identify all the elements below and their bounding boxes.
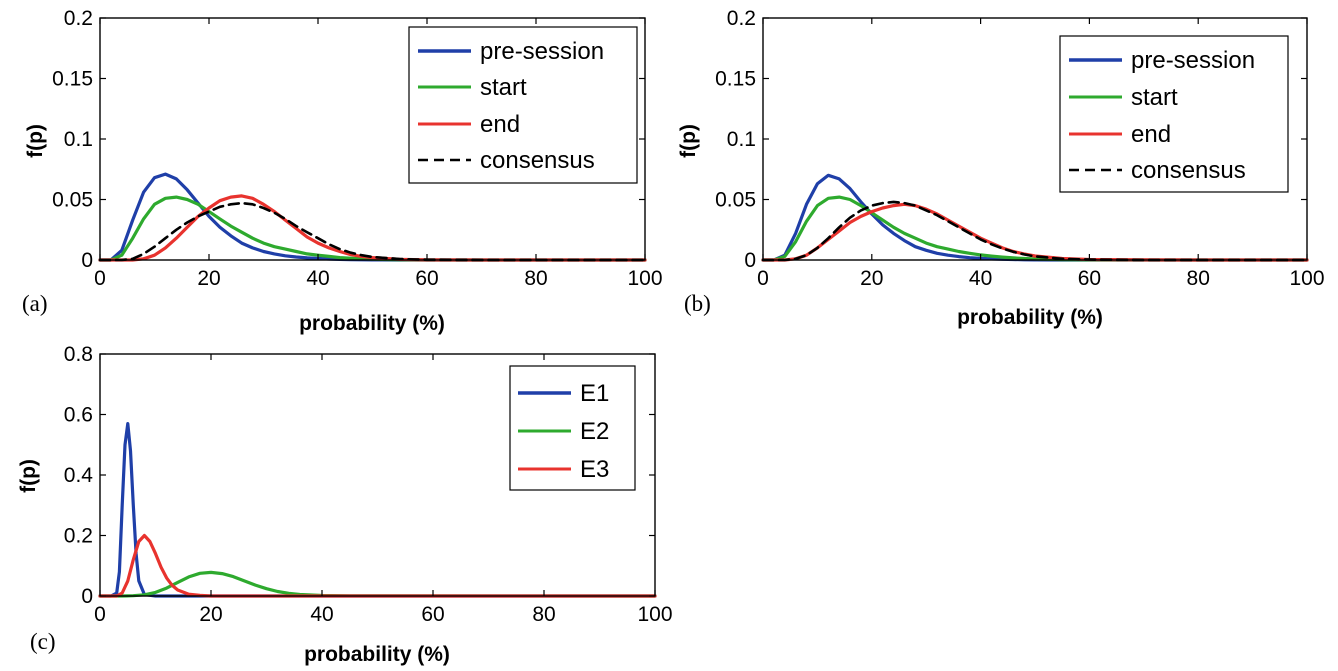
panel-c-legend: E1 E2 E3 xyxy=(509,365,636,491)
panel-a-legend-label-start: start xyxy=(480,74,527,101)
panel-b-ytick-label: 0.05 xyxy=(715,189,756,212)
panel-c-series xyxy=(98,422,657,598)
panel-c-xtick-label: 100 xyxy=(637,603,672,626)
panel-a-xtick-label: 80 xyxy=(524,267,547,290)
panel-c-series-line-e2 xyxy=(98,570,657,598)
panel-a-legend-label-consensus: consensus xyxy=(480,147,595,174)
panel-c-ylabel: f(p) xyxy=(17,459,40,493)
panel-c-ytick-label: 0.4 xyxy=(64,464,94,487)
panel-a-chart: 0 20 40 60 80 100 0 0.05 0.1 0.15 0.2 probability … xyxy=(22,7,663,335)
panel-c-xtick-label: 40 xyxy=(310,603,333,626)
panel-b-xlabel: probability (%) xyxy=(957,306,1103,329)
panel-c-ytick-label: 0 xyxy=(81,585,93,608)
panel-a-xtick-label: 20 xyxy=(197,267,220,290)
panel-a-xtick-label: 60 xyxy=(415,267,438,290)
panel-c-xtick-label: 0 xyxy=(94,603,106,626)
panel-c-xtick-label: 80 xyxy=(532,603,555,626)
panel-c-legend-box xyxy=(509,365,636,491)
panel-c-legend-label-e2: E2 xyxy=(580,418,609,445)
panel-a-legend: pre-session start end consensus xyxy=(408,26,638,184)
panel-b-tag: (b) xyxy=(684,291,711,316)
panel-a-xtick-label: 100 xyxy=(627,267,662,290)
panel-b-legend-box xyxy=(1059,35,1289,193)
panel-a-ytick-label: 0.1 xyxy=(64,128,93,151)
panel-b-legend-label-end: end xyxy=(1131,121,1171,148)
panel-c-tag: (c) xyxy=(30,629,56,654)
panel-b-xtick-label: 0 xyxy=(757,267,769,290)
panel-c-ytick-label: 0.8 xyxy=(64,343,93,366)
panel-b-xtick-label: 20 xyxy=(860,267,883,290)
panel-a-series-line-consensus xyxy=(98,201,647,262)
panel-c-legend-label-e3: E3 xyxy=(580,456,609,483)
panel-a-legend-box xyxy=(408,26,638,184)
panel-a-xtick-label: 0 xyxy=(94,267,106,290)
panel-c-series-line-e1 xyxy=(98,422,657,598)
panel-b-legend-label-pre-session: pre-session xyxy=(1131,47,1255,74)
panel-a-ytick-label: 0.15 xyxy=(52,68,93,91)
panel-c-ticks: 0 20 40 60 80 100 0 0.2 0.4 0.6 0.8 xyxy=(64,343,673,626)
panel-b-series-line-consensus xyxy=(761,200,1309,262)
panel-b-ylabel: f(p) xyxy=(677,124,700,158)
panel-a-series-line-end xyxy=(98,194,647,262)
panel-b-chart: 0 20 40 60 80 100 0 0.05 0.1 0.15 0.2 probability … xyxy=(677,7,1325,329)
panel-b-legend-label-start: start xyxy=(1131,84,1178,111)
panel-c-chart: 0 20 40 60 80 100 0 0.2 0.4 0.6 0.8 probability (%… xyxy=(17,343,673,666)
panel-c-xlabel: probability (%) xyxy=(304,643,450,666)
panel-a-ylabel: f(p) xyxy=(24,124,47,158)
panel-c-xtick-label: 20 xyxy=(199,603,222,626)
panel-a-legend-label-end: end xyxy=(480,111,520,138)
panel-a-xtick-label: 40 xyxy=(306,267,329,290)
panel-a-ytick-label: 0.05 xyxy=(52,189,93,212)
panel-b-xtick-label: 40 xyxy=(969,267,992,290)
panel-c-legend-label-e1: E1 xyxy=(580,380,609,407)
panel-b-xtick-label: 80 xyxy=(1187,267,1210,290)
panel-b-xtick-label: 60 xyxy=(1078,267,1101,290)
panel-b-ytick-label: 0.1 xyxy=(727,128,756,151)
panel-a-ticks: 0 20 40 60 80 100 0 0.05 0.1 0.15 0.2 xyxy=(52,7,662,290)
panel-a-ytick-label: 0 xyxy=(81,249,93,272)
panel-b-ytick-label: 0.2 xyxy=(727,7,756,30)
panel-c-ytick-label: 0.2 xyxy=(64,525,93,548)
panel-b-series-line-start xyxy=(761,195,1309,262)
panel-b-ticks: 0 20 40 60 80 100 0 0.05 0.1 0.15 0.2 xyxy=(715,7,1324,290)
panel-c-ytick-label: 0.6 xyxy=(64,404,93,427)
panel-b-ytick-label: 0 xyxy=(744,249,756,272)
panel-c-series-line-e3 xyxy=(98,533,657,598)
panel-a-tag: (a) xyxy=(22,291,48,316)
panel-c-xtick-label: 60 xyxy=(421,603,444,626)
panel-a-xlabel: probability (%) xyxy=(299,312,445,335)
panel-a-legend-label-pre-session: pre-session xyxy=(480,38,604,65)
panel-a-ytick-label: 0.2 xyxy=(64,7,93,30)
panel-b-legend: pre-session start end consensus xyxy=(1059,35,1289,193)
panel-b-ytick-label: 0.15 xyxy=(715,68,756,91)
panel-b-legend-label-consensus: consensus xyxy=(1131,157,1246,184)
panel-b-xtick-label: 100 xyxy=(1289,267,1324,290)
